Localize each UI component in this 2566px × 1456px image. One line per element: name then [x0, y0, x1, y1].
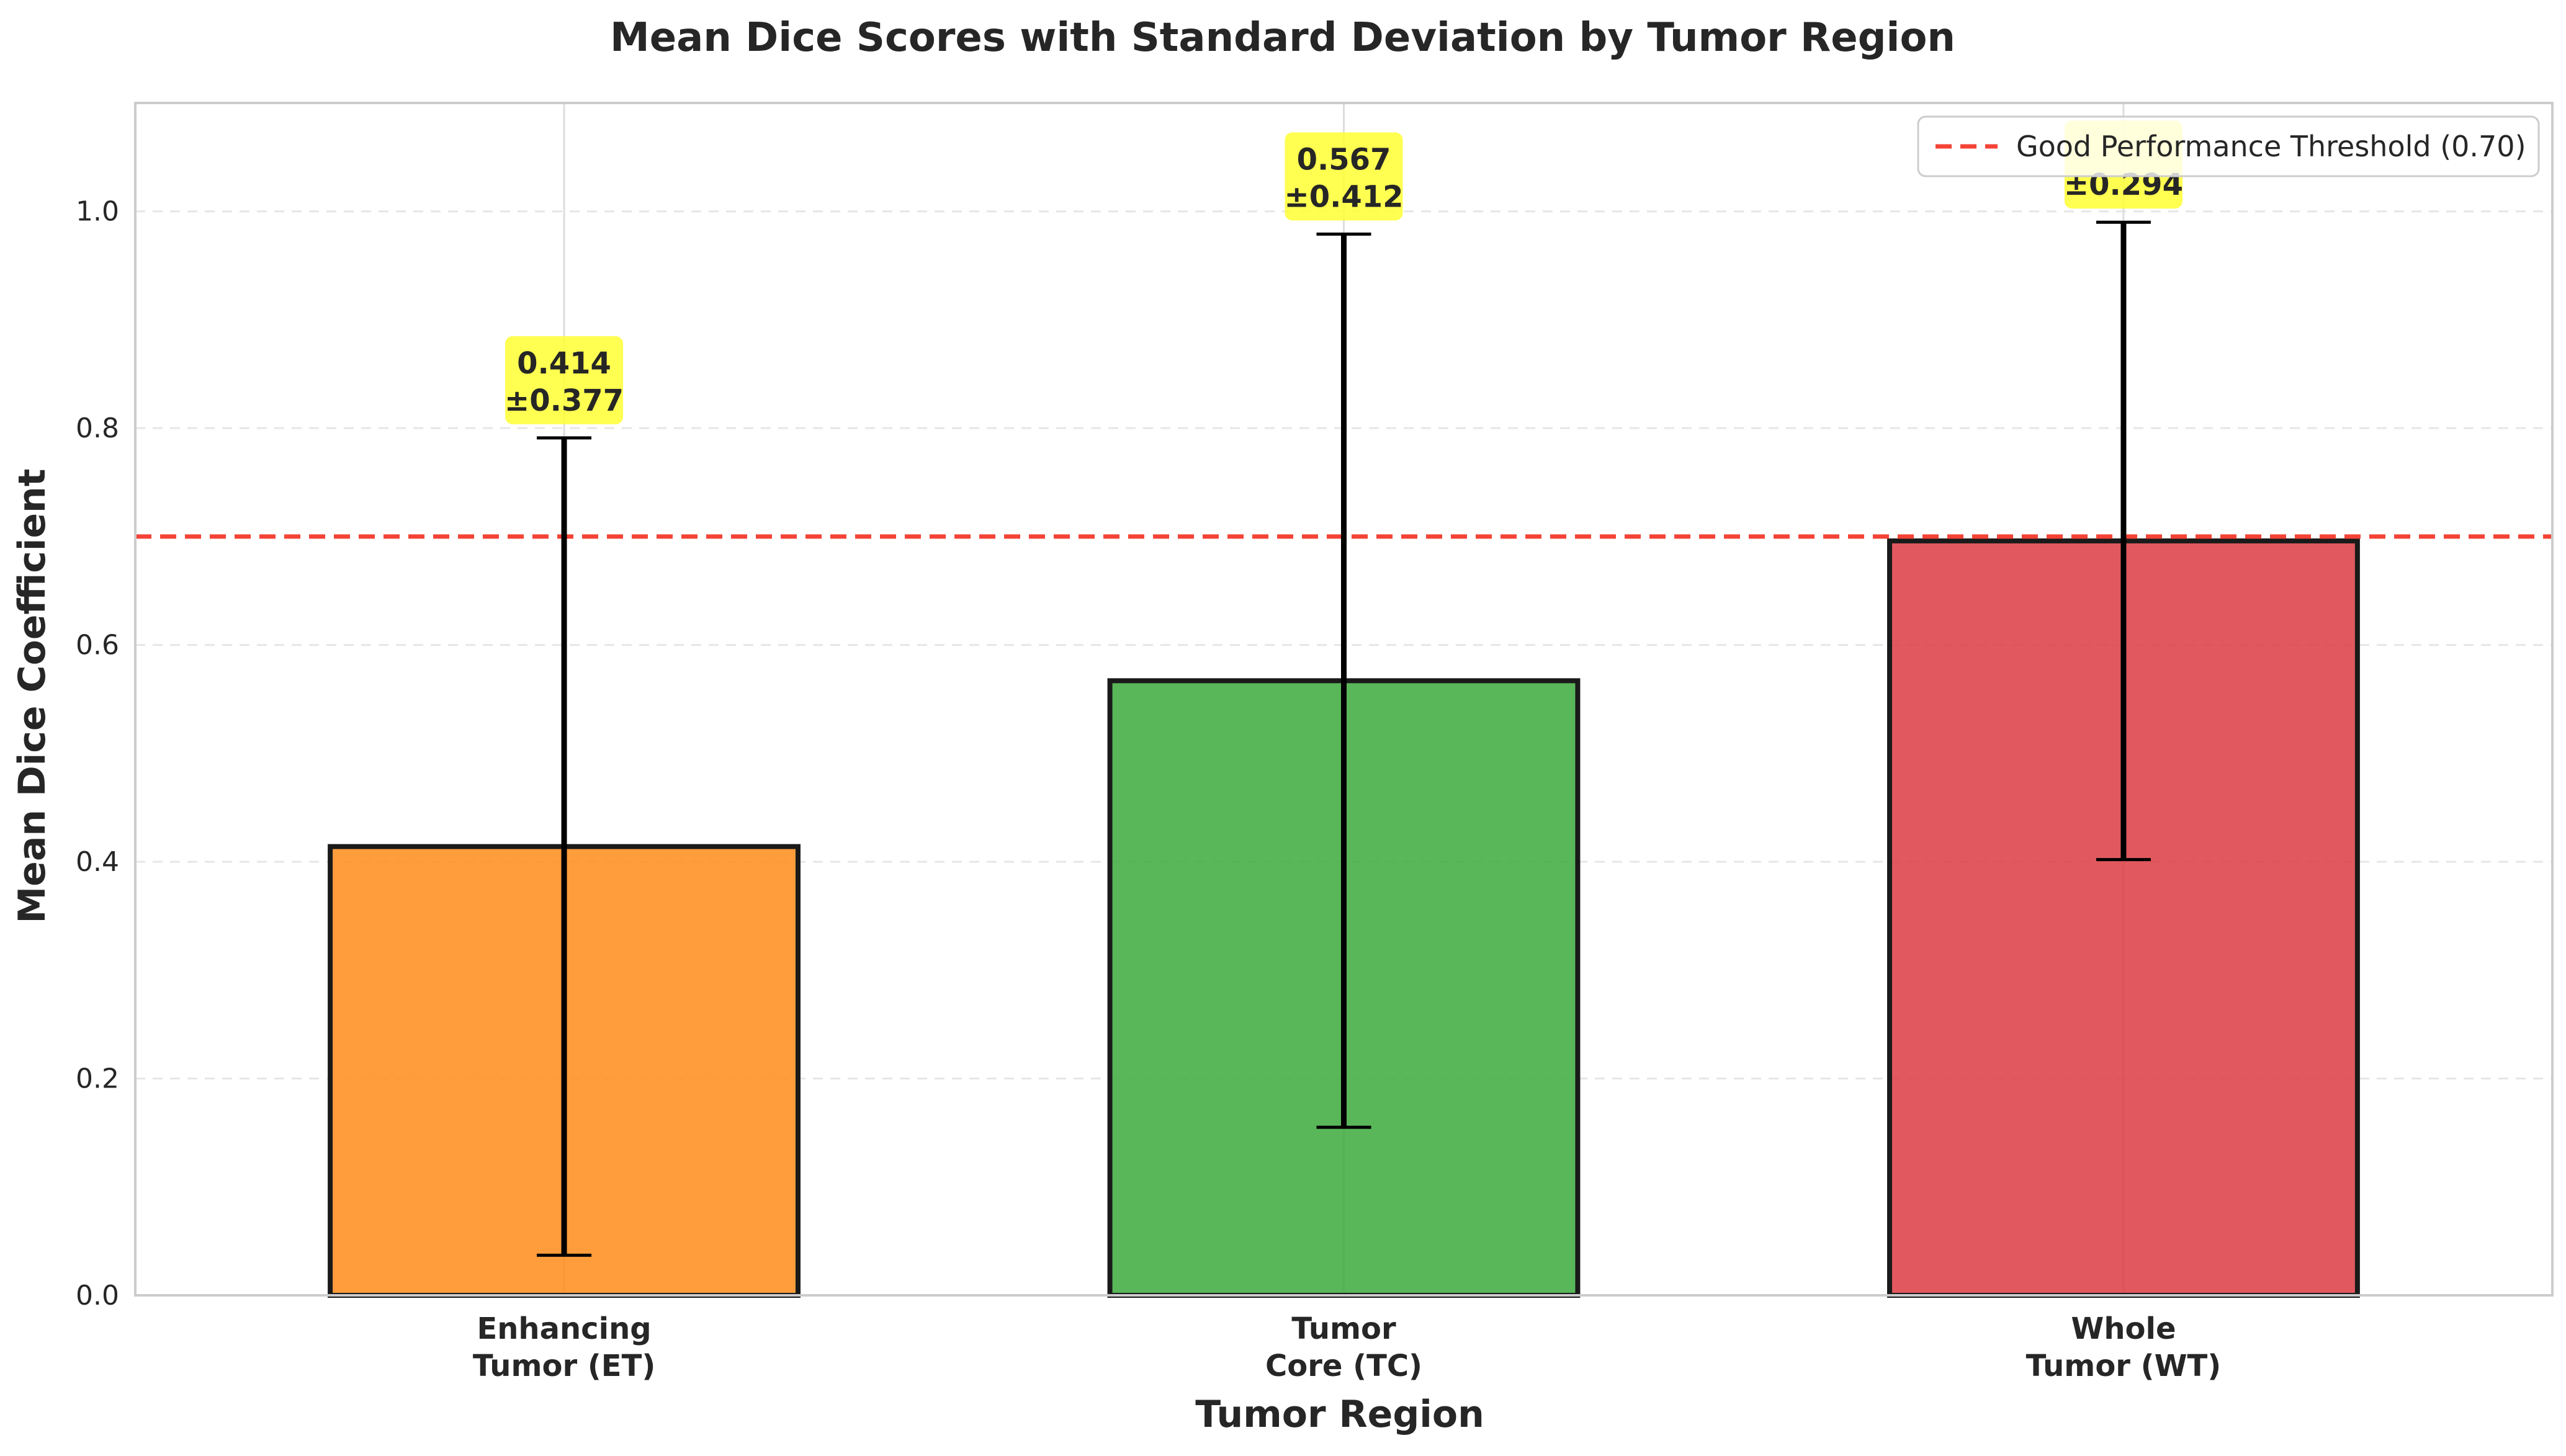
y-axis-label: Mean Dice Coefficient — [11, 468, 54, 923]
value-label-box — [505, 336, 624, 424]
value-label: 0.567 — [1297, 142, 1391, 177]
x-tick-label: Core (TC) — [1265, 1349, 1422, 1383]
x-axis-label: Tumor Region — [1195, 1393, 1484, 1436]
y-axis-ticks: 0.0 0.2 0.4 0.6 0.8 1.0 — [76, 196, 119, 1311]
error-bars — [537, 220, 2151, 1257]
y-tick-label: 1.0 — [76, 196, 119, 228]
legend-box — [1917, 115, 2540, 177]
y-tick-label: 0.6 — [76, 630, 119, 661]
x-tick-label: Enhancing — [477, 1311, 651, 1346]
chart-title: Mean Dice Scores with Standard Deviation… — [610, 15, 1955, 61]
value-label-box — [1285, 132, 1403, 221]
x-tick-label: Tumor (WT) — [2026, 1349, 2222, 1383]
value-label: ±0.412 — [1284, 179, 1403, 214]
value-label: ±0.377 — [505, 383, 624, 418]
y-tick-label: 0.4 — [76, 846, 119, 878]
x-tick-label: Tumor (ET) — [473, 1349, 655, 1383]
value-label: 0.414 — [517, 346, 611, 381]
y-tick-label: 0.8 — [76, 413, 119, 444]
x-tick-label: Tumor — [1291, 1311, 1396, 1346]
y-tick-label: 0.2 — [76, 1063, 119, 1095]
x-tick-label: Whole — [2071, 1311, 2176, 1346]
plot-frame — [134, 102, 2554, 1297]
legend: Good Performance Threshold (0.70) — [1917, 115, 2540, 177]
y-tick-label: 0.0 — [76, 1280, 119, 1311]
legend-label: Good Performance Threshold (0.70) — [2016, 130, 2526, 163]
